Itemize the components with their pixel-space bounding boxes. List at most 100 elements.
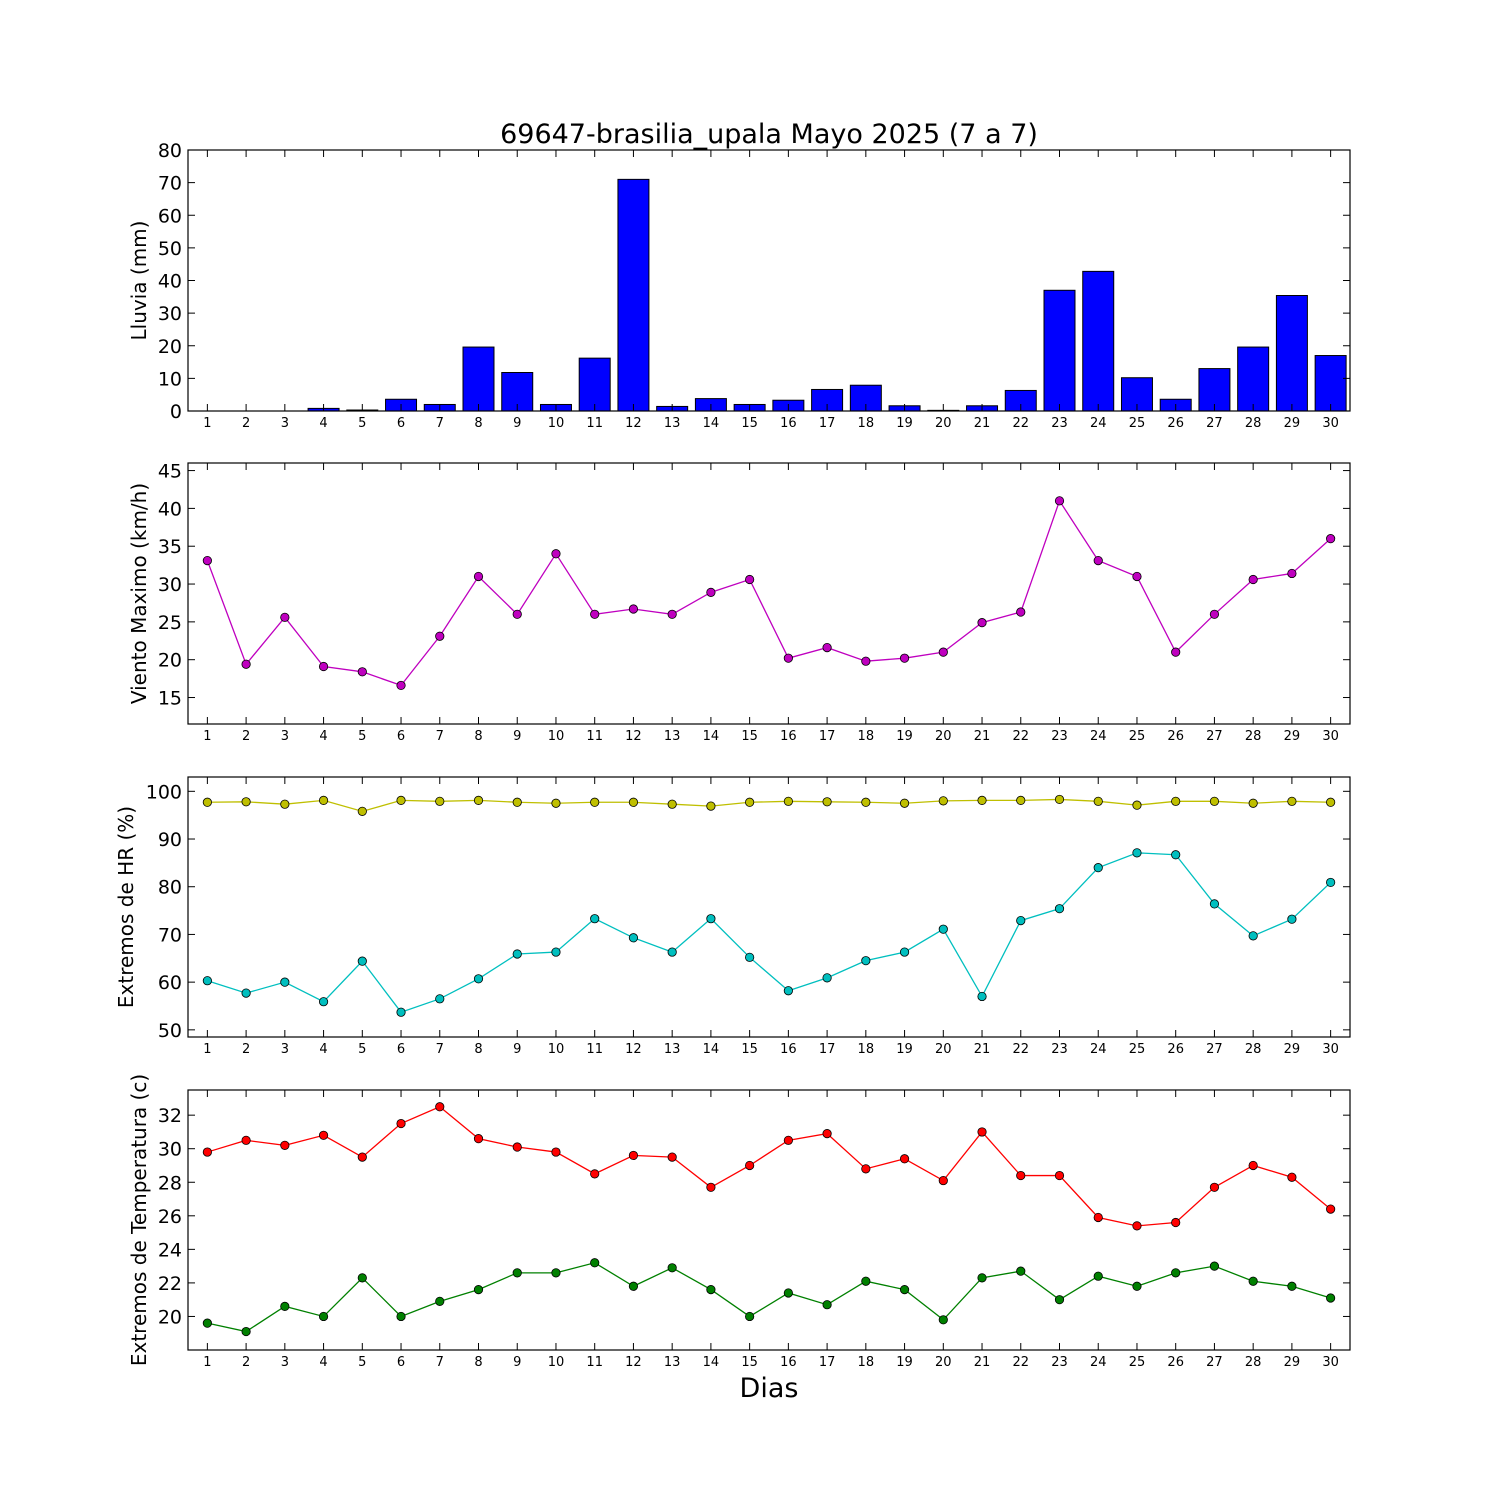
point-series-1-day-13 [667, 799, 677, 809]
point-series-2-day-10 [551, 947, 561, 957]
y-tick-label: 50 [158, 1020, 182, 1042]
point-series-1-day-5 [357, 667, 367, 677]
point-series-2-day-19 [899, 1285, 910, 1295]
point-series-1-day-25 [1132, 800, 1142, 810]
x-tick-label: 30 [1322, 1042, 1339, 1057]
point-series-1-day-1 [202, 1147, 212, 1157]
point-series-1-day-18 [861, 797, 871, 807]
y-tick-label: 70 [158, 173, 182, 195]
point-series-2-day-22 [1016, 915, 1026, 926]
x-tick-label: 18 [858, 1355, 875, 1370]
point-series-2-day-30 [1326, 1293, 1336, 1303]
point-series-2-day-3 [280, 1301, 290, 1311]
x-tick-label: 2 [242, 729, 250, 744]
bar-day-27 [1198, 368, 1231, 412]
y-tick-label: 15 [158, 688, 182, 710]
point-series-2-day-11 [590, 914, 600, 924]
x-tick-label: 29 [1284, 1042, 1301, 1057]
x-tick-label: 27 [1206, 729, 1223, 744]
x-tick-label: 5 [358, 729, 366, 744]
plot-frame [187, 462, 1351, 725]
point-series-2-day-22 [1016, 1266, 1026, 1276]
point-series-2-day-7 [435, 994, 445, 1004]
x-tick-label: 27 [1206, 416, 1223, 431]
point-series-2-day-12 [628, 933, 639, 943]
point-series-2-day-26 [1171, 850, 1181, 860]
point-series-1-day-22 [1016, 607, 1026, 617]
y-tick-label: 0 [170, 401, 182, 423]
point-series-2-day-13 [667, 1263, 677, 1273]
point-series-1-day-8 [473, 1134, 484, 1144]
point-series-1-day-17 [822, 1129, 832, 1139]
x-tick-label: 11 [586, 416, 603, 431]
point-series-2-day-23 [1054, 904, 1065, 914]
point-series-1-day-20 [938, 1175, 948, 1186]
point-series-1-day-10 [551, 798, 561, 808]
x-tick-label: 23 [1051, 1042, 1068, 1057]
point-series-1-day-24 [1093, 555, 1103, 566]
point-series-2-day-2 [241, 988, 251, 998]
x-tick-label: 19 [896, 416, 913, 431]
point-series-1-day-23 [1054, 794, 1065, 805]
point-series-2-day-4 [318, 1311, 329, 1322]
point-series-1-day-12 [628, 1150, 639, 1161]
point-series-1-day-27 [1209, 1182, 1220, 1192]
x-tick-label: 23 [1051, 1355, 1068, 1370]
x-tick-label: 16 [780, 1355, 797, 1370]
x-tick-label: 12 [625, 1355, 642, 1370]
point-series-1-day-4 [318, 795, 329, 805]
x-tick-label: 14 [703, 1042, 720, 1057]
x-tick-label: 10 [548, 1042, 565, 1057]
x-tick-label: 3 [281, 1042, 289, 1057]
y-tick-label: 30 [158, 574, 182, 596]
x-tick-label: 8 [474, 1042, 482, 1057]
bar-day-29 [1275, 295, 1308, 412]
x-tick-label: 23 [1051, 729, 1068, 744]
y-axis-label: Extremos de HR (%) [114, 806, 138, 1008]
x-tick-label: 12 [625, 1042, 642, 1057]
point-series-1-day-3 [280, 612, 290, 622]
point-series-1-day-12 [628, 604, 639, 614]
series-line-2 [207, 1262, 1331, 1333]
point-series-1-day-6 [396, 1118, 406, 1129]
x-tick-label: 7 [436, 729, 444, 744]
bar-day-30 [1314, 355, 1347, 412]
y-tick-label: 24 [158, 1239, 182, 1261]
bar-day-11 [578, 357, 611, 412]
x-tick-label: 22 [1012, 1355, 1029, 1370]
x-tick-label: 28 [1245, 416, 1262, 431]
point-series-1-day-23 [1054, 1170, 1065, 1181]
point-series-1-day-10 [551, 549, 561, 559]
point-series-2-day-5 [357, 956, 367, 966]
point-series-1-day-2 [241, 1135, 251, 1145]
x-tick-label: 10 [548, 1355, 565, 1370]
x-tick-label: 10 [548, 729, 565, 744]
point-series-2-day-21 [977, 991, 987, 1002]
point-series-1-day-16 [783, 1135, 793, 1145]
point-series-1-day-9 [512, 797, 522, 807]
x-tick-label: 28 [1245, 1042, 1262, 1057]
point-series-1-day-13 [667, 609, 677, 619]
point-series-1-day-29 [1287, 568, 1297, 579]
x-tick-label: 8 [474, 729, 482, 744]
point-series-2-day-20 [938, 924, 948, 934]
point-series-2-day-28 [1248, 931, 1258, 941]
x-tick-label: 22 [1012, 1042, 1029, 1057]
y-tick-label: 30 [158, 1139, 182, 1161]
point-series-2-day-26 [1171, 1268, 1181, 1278]
y-tick-label: 60 [158, 972, 182, 994]
series-line-1 [207, 1106, 1332, 1227]
point-series-1-day-29 [1287, 1172, 1297, 1182]
point-series-1-day-30 [1326, 534, 1336, 544]
point-series-2-day-17 [822, 1300, 832, 1310]
point-series-1-day-28 [1248, 1160, 1258, 1171]
point-series-2-day-23 [1054, 1295, 1065, 1305]
x-tick-label: 20 [935, 729, 952, 744]
point-series-2-day-29 [1287, 914, 1297, 924]
x-tick-label: 1 [203, 729, 211, 744]
x-tick-label: 16 [780, 1042, 797, 1057]
point-series-2-day-25 [1132, 848, 1142, 858]
point-series-1-day-7 [435, 1102, 445, 1112]
